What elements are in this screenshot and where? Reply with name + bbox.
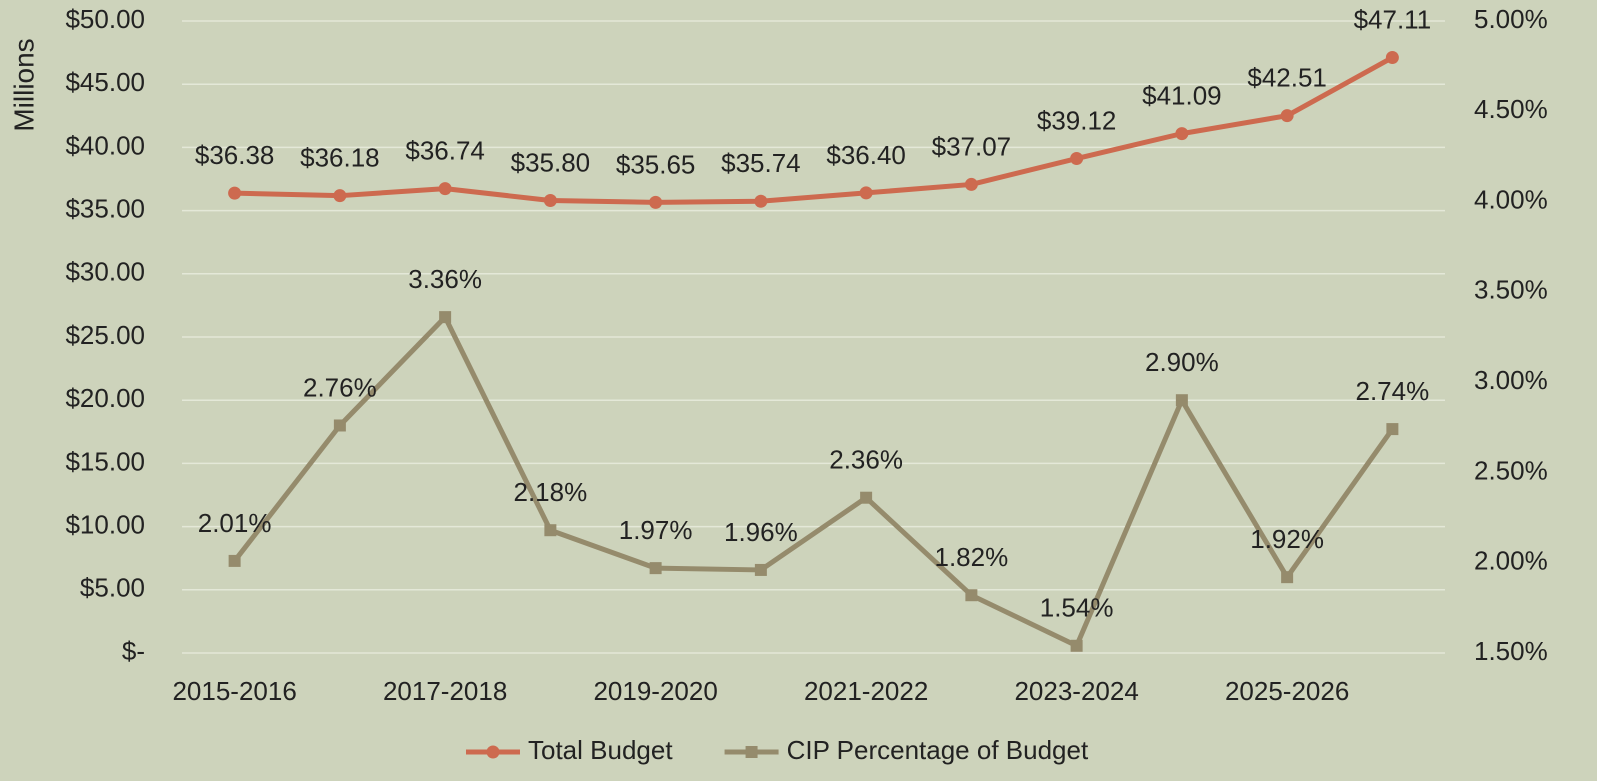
y-tick-label: $10.00 [65, 509, 145, 539]
point [860, 491, 873, 504]
point [964, 177, 978, 191]
y2-tick-label: 5.00% [1474, 4, 1548, 34]
x-tick-label: 2025-2026 [1225, 676, 1349, 706]
point [859, 186, 873, 200]
data-label: 2.76% [303, 372, 377, 402]
point [543, 193, 557, 207]
y-tick-label: $5.00 [80, 573, 145, 603]
data-label: $36.74 [405, 135, 485, 165]
point [965, 589, 978, 602]
point [544, 524, 557, 537]
point [333, 189, 347, 203]
series-line [232, 314, 1395, 649]
x-tick-label: 2021-2022 [804, 676, 928, 706]
x-tick-label: 2019-2020 [593, 676, 717, 706]
legend-label: Total Budget [528, 735, 673, 765]
point [1280, 109, 1294, 123]
point [754, 563, 767, 576]
y2-tick-label: 3.00% [1474, 365, 1548, 395]
point [228, 554, 241, 567]
data-label: $36.18 [300, 143, 380, 173]
point [649, 195, 663, 209]
point [1070, 639, 1083, 652]
point [1386, 423, 1399, 436]
data-label: 2.18% [514, 477, 588, 507]
point [649, 562, 662, 575]
data-label: $35.80 [511, 147, 591, 177]
data-label: 2.36% [829, 445, 903, 475]
y2-tick-label: 2.50% [1474, 455, 1548, 485]
data-label: 1.54% [1040, 593, 1114, 623]
data-label: 1.82% [935, 542, 1009, 572]
y-tick-label: $50.00 [65, 4, 145, 34]
legend-marker [745, 746, 758, 758]
point [1175, 127, 1189, 141]
data-label: $36.40 [826, 140, 906, 170]
data-label: 1.96% [724, 517, 798, 547]
data-label: $41.09 [1142, 80, 1222, 110]
y-tick-label: $- [122, 636, 145, 666]
point [439, 311, 452, 324]
y2-tick-label: 3.50% [1474, 275, 1548, 305]
series-line [234, 55, 1394, 205]
data-label: $42.51 [1247, 63, 1327, 93]
data-label: $35.65 [616, 149, 696, 179]
data-label: $35.74 [721, 148, 801, 178]
y2-tick-label: 4.50% [1474, 94, 1548, 124]
data-label: $37.07 [932, 131, 1012, 161]
y-tick-label: $25.00 [65, 320, 145, 350]
x-tick-label: 2015-2016 [172, 676, 296, 706]
point [333, 419, 346, 432]
data-label: $36.38 [195, 140, 275, 170]
x-tick-label: 2017-2018 [383, 676, 507, 706]
y-tick-label: $40.00 [65, 130, 145, 160]
data-label: 2.90% [1145, 347, 1219, 377]
data-label: 3.36% [408, 264, 482, 294]
legend-label: CIP Percentage of Budget [787, 735, 1089, 765]
data-label: $39.12 [1037, 105, 1117, 135]
y2-tick-label: 1.50% [1474, 636, 1548, 666]
y-tick-label: $35.00 [65, 193, 145, 223]
point [1385, 51, 1399, 65]
point [1070, 152, 1084, 166]
legend-marker [486, 745, 500, 759]
point [438, 182, 452, 196]
data-label: 1.92% [1250, 524, 1324, 554]
y2-tick-label: 2.00% [1474, 546, 1548, 576]
y-tick-label: $30.00 [65, 257, 145, 287]
point [228, 186, 242, 200]
x-tick-label: 2023-2024 [1014, 676, 1138, 706]
point [1281, 571, 1294, 584]
data-label: 1.97% [619, 515, 693, 545]
data-label: $47.11 [1354, 4, 1432, 34]
y-axis-label: Millions [8, 38, 39, 131]
point [1175, 394, 1188, 407]
y2-tick-label: 4.00% [1474, 184, 1548, 214]
data-label: 2.74% [1356, 376, 1430, 406]
point [754, 194, 768, 208]
y-tick-label: $15.00 [65, 446, 145, 476]
y-tick-label: $45.00 [65, 67, 145, 97]
y-tick-label: $20.00 [65, 383, 145, 413]
data-label: 2.01% [198, 508, 272, 538]
